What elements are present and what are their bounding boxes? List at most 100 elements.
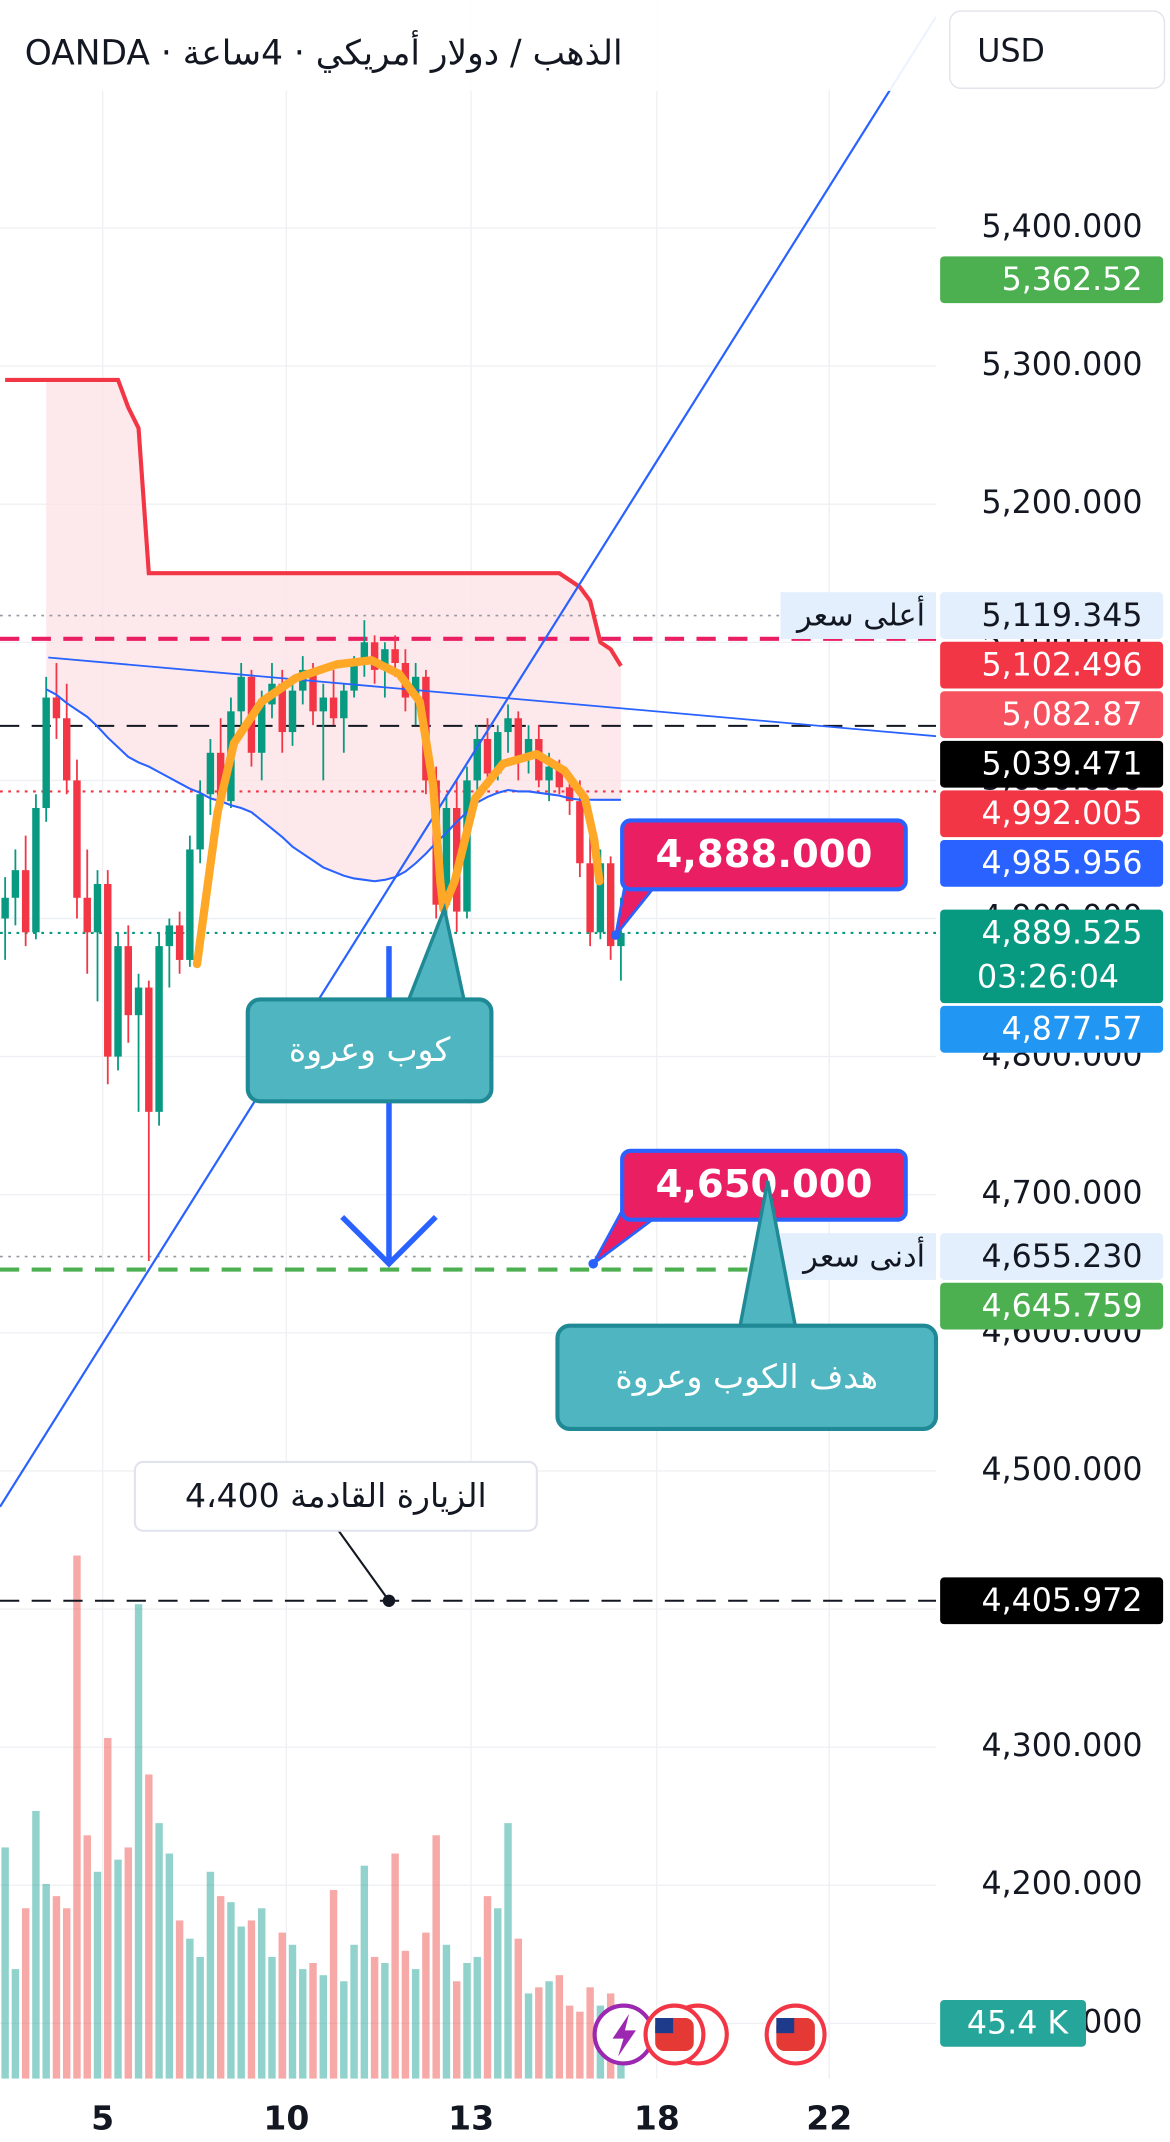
annotation-point bbox=[382, 1594, 396, 1607]
flag-icon bbox=[655, 2018, 674, 2034]
candle-body bbox=[565, 787, 574, 802]
trendline bbox=[48, 656, 937, 738]
currency-button[interactable] bbox=[949, 10, 1166, 89]
y-tick-label: 5,200.000 bbox=[981, 485, 1142, 521]
candle-body bbox=[73, 780, 81, 898]
event-icons bbox=[592, 2003, 827, 2066]
annotation-pointer bbox=[337, 1530, 390, 1602]
candle-body bbox=[11, 870, 20, 898]
candle-body bbox=[165, 925, 174, 947]
price-badge bbox=[940, 641, 1164, 689]
price-badge-label: 5,119.345 bbox=[981, 598, 1142, 634]
candle-body bbox=[104, 883, 112, 1057]
volume-bar bbox=[196, 1956, 204, 2079]
price-badge bbox=[940, 790, 1164, 838]
price-badge-label: 4,405.972 bbox=[981, 1583, 1142, 1619]
x-tick-label: 13 bbox=[448, 2098, 494, 2137]
candle-body bbox=[483, 738, 492, 774]
volume-bar bbox=[381, 1963, 389, 2079]
volume-bar bbox=[83, 1835, 91, 2079]
candle-body bbox=[596, 863, 605, 933]
candle-body bbox=[134, 987, 143, 1016]
volume-bar bbox=[565, 2005, 574, 2079]
volume-bar bbox=[278, 1932, 286, 2079]
y-tick-label: 5,400.000 bbox=[981, 209, 1142, 245]
candle-body bbox=[514, 718, 523, 760]
volume-bar bbox=[1, 1847, 9, 2079]
annotation-box bbox=[555, 1323, 939, 1431]
candle-body bbox=[93, 883, 102, 933]
price-badge bbox=[940, 1577, 1164, 1625]
countdown: 03:26:04 bbox=[977, 959, 1119, 995]
volume-badge-label: 45.4 K bbox=[967, 2006, 1070, 2042]
volume-bar bbox=[514, 1938, 523, 2079]
drawings bbox=[0, 16, 937, 1508]
volume-bar bbox=[463, 1963, 471, 2079]
price-badge-label: 5,362.52 bbox=[1002, 262, 1143, 298]
volume-bar bbox=[494, 1908, 502, 2079]
price-tag: أدنى سعر bbox=[801, 1235, 925, 1274]
volume-bar bbox=[555, 1975, 564, 2079]
x-tick-label: 18 bbox=[634, 2098, 680, 2137]
price-badges: 5,362.52 5,119.345 أعلى سعر 5,102.496 5,082.… bbox=[780, 256, 1164, 2047]
symbol-title: OANDA · الذهب / دولار أمريكي · 4ساعة bbox=[25, 30, 623, 74]
volume-bar bbox=[155, 1823, 163, 2079]
candle-body bbox=[257, 704, 266, 753]
volume-bar bbox=[391, 1853, 399, 2079]
volume-bar bbox=[73, 1555, 81, 2079]
volume-bar bbox=[165, 1853, 174, 2079]
volume-bar bbox=[360, 1865, 369, 2079]
candle-body bbox=[319, 697, 328, 712]
volume-badge bbox=[940, 1999, 1087, 2047]
candle-body bbox=[329, 697, 338, 719]
y-tick-label: 4,300.000 bbox=[981, 1728, 1142, 1764]
candle-body bbox=[32, 808, 40, 933]
volume-bar bbox=[247, 1920, 256, 2079]
volume-bar bbox=[216, 1896, 225, 2079]
volume-bar bbox=[329, 1890, 338, 2079]
volume-bar bbox=[319, 1975, 328, 2079]
price-badge bbox=[940, 839, 1164, 887]
volume-bar bbox=[42, 1883, 50, 2079]
candle-body bbox=[340, 690, 348, 719]
volume-bar bbox=[340, 1981, 348, 2079]
price-badge bbox=[940, 909, 1164, 1004]
price-badge bbox=[940, 740, 1164, 788]
volume-bar bbox=[422, 1932, 430, 2079]
candle-body bbox=[206, 752, 215, 795]
candle-body bbox=[473, 738, 481, 781]
x-tick-label: 10 bbox=[263, 2098, 309, 2137]
candle-body bbox=[524, 738, 533, 760]
callout-box bbox=[620, 818, 908, 892]
candle-body bbox=[617, 932, 625, 947]
volume-bar bbox=[21, 1908, 30, 2079]
price-badge-label: 4,992.005 bbox=[981, 796, 1142, 832]
volume-bar bbox=[535, 1987, 543, 2079]
y-tick-label: 5,300.000 bbox=[981, 347, 1142, 383]
candle-body bbox=[442, 808, 451, 905]
price-badge bbox=[940, 691, 1164, 739]
candle-body bbox=[309, 669, 317, 712]
arrow-head bbox=[340, 1215, 438, 1268]
moving-average bbox=[45, 688, 621, 883]
candle-body bbox=[606, 863, 615, 947]
lightning-icon bbox=[612, 2013, 636, 2057]
currency[interactable]: USD bbox=[977, 33, 1045, 69]
volume-bar bbox=[52, 1896, 61, 2079]
candle-body bbox=[196, 794, 204, 850]
trendline bbox=[0, 16, 937, 1508]
candle-body bbox=[545, 766, 553, 781]
price-badge-label: 4,889.525 bbox=[981, 915, 1142, 951]
candle-body bbox=[124, 946, 133, 1016]
candle-body bbox=[288, 690, 297, 733]
volume-bar bbox=[586, 1987, 594, 2079]
volume-bar bbox=[442, 1944, 451, 2079]
volume-bar bbox=[134, 1604, 143, 2079]
candle-body bbox=[62, 718, 71, 781]
candle-body bbox=[494, 732, 502, 774]
candle-body bbox=[42, 697, 50, 809]
band-upper-line bbox=[5, 377, 623, 668]
price-badge-label: 5,102.496 bbox=[981, 648, 1142, 684]
